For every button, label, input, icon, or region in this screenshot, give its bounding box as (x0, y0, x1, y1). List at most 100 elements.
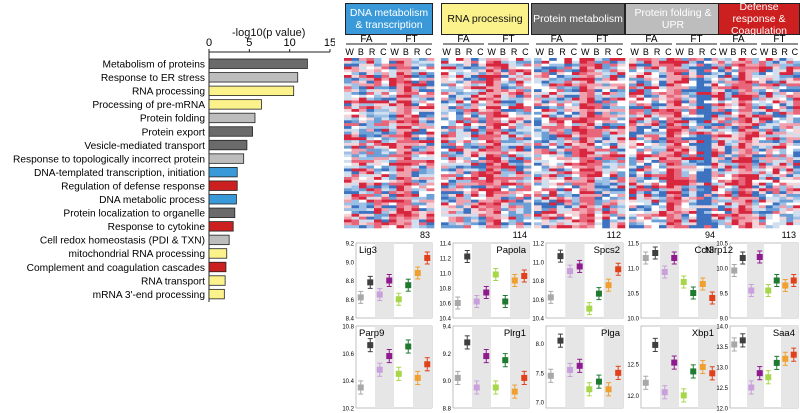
heatmap-cell (594, 106, 603, 110)
heatmap-cell (419, 213, 427, 217)
heatmap-cell (752, 151, 760, 155)
heatmap-cell (617, 137, 626, 141)
heatmap-cell (759, 143, 767, 147)
heatmap-cell (779, 77, 787, 81)
data-point (739, 255, 746, 261)
heatmap-cell (724, 162, 732, 166)
y-tick-label: 14.0 (716, 325, 728, 331)
heatmap-cell (404, 174, 412, 178)
heatmap-cell (501, 199, 509, 203)
heatmap-cell (359, 225, 367, 229)
heatmap-cell (541, 208, 550, 212)
heatmap-cell (419, 216, 427, 220)
heatmap-cell (731, 86, 739, 90)
heatmap-cell (493, 222, 502, 226)
heatmap-cell (644, 145, 652, 149)
tissue-label: B (594, 47, 600, 57)
heatmap-cell (486, 148, 494, 152)
heatmap-cell (411, 174, 420, 178)
heatmap-cell (541, 225, 550, 229)
heatmap-cell (651, 60, 660, 64)
heatmap-cell (704, 58, 712, 62)
heatmap-cell (571, 103, 580, 107)
heatmap-cell (696, 126, 705, 130)
heatmap-cell (617, 75, 626, 79)
heatmap-cell (556, 134, 565, 138)
heatmap-cell (629, 134, 637, 138)
heatmap-cell (523, 86, 532, 90)
heatmap-cell (478, 109, 487, 113)
heatmap-cell (644, 199, 652, 203)
heatmap-cell (556, 58, 565, 62)
y-tick-label: 9.0 (443, 379, 452, 385)
heatmap-cell (659, 72, 667, 76)
heatmap-cell (745, 134, 753, 138)
heatmap-cell (587, 69, 595, 73)
heatmap-cell (579, 120, 588, 124)
heatmap-cell (579, 111, 588, 115)
heatmap-cell (366, 174, 375, 178)
heatmap-cell (501, 213, 509, 217)
heatmap-cell (523, 120, 532, 124)
heatmap-cell (711, 225, 720, 229)
heatmap-cell (463, 120, 472, 124)
heatmap-cell (724, 179, 732, 183)
heatmap-cell (579, 100, 588, 104)
heatmap-cell (651, 92, 660, 96)
heatmap-cell (786, 109, 794, 113)
heatmap-cell (651, 157, 660, 161)
heatmap-cell (765, 222, 773, 226)
heatmap-cell (419, 154, 427, 158)
heatmap-cell (426, 92, 435, 96)
heatmap-cell (471, 111, 479, 115)
heatmap-cell (404, 80, 412, 84)
heatmap-cell (549, 123, 558, 127)
heatmap-cell (644, 66, 652, 70)
heatmap-cell (689, 162, 697, 166)
y-tick-label: 13.0 (716, 366, 728, 372)
heatmap-cell (448, 213, 457, 217)
heatmap-cell (404, 58, 412, 62)
heatmap-cell (718, 213, 726, 217)
heatmap-cell (571, 60, 580, 64)
heatmap-cell (609, 114, 618, 118)
heatmap-cell (738, 83, 746, 87)
heatmap-cell (759, 109, 767, 113)
heatmap-cell (674, 216, 682, 220)
heatmap-cell (571, 58, 580, 62)
heatmap-cell (731, 171, 739, 175)
heatmap-cell (541, 143, 550, 147)
heatmap-cell (463, 191, 472, 195)
heatmap-cell (745, 131, 753, 135)
heatmap-cell (704, 86, 712, 90)
heatmap-cell (724, 196, 732, 200)
heatmap-cell (344, 137, 352, 141)
heatmap-cell (571, 100, 580, 104)
heatmap-cell (344, 89, 352, 93)
heatmap-cell (381, 80, 390, 84)
heatmap-cell (724, 219, 732, 223)
data-point (521, 273, 528, 279)
heatmap-cell (426, 86, 435, 90)
heatmap-cell (644, 154, 652, 158)
heatmap-cell (636, 225, 645, 229)
heatmap-cell (556, 202, 565, 206)
heatmap-cell (404, 143, 412, 147)
data-point (567, 366, 574, 373)
heatmap-cell (366, 157, 375, 161)
heatmap-cell (724, 168, 732, 172)
heatmap-cell (779, 168, 787, 172)
data-point (615, 369, 622, 376)
heatmap-cell (779, 75, 787, 79)
heatmap-cell (463, 58, 472, 62)
heatmap-cell (779, 191, 787, 195)
heatmap-cell (617, 117, 626, 121)
heatmap-cell (463, 151, 472, 155)
heatmap-cell (549, 154, 558, 158)
heatmap-cell (549, 86, 558, 90)
heatmap-cell (579, 69, 588, 73)
heatmap-cell (738, 194, 746, 198)
heatmap-cell (344, 225, 352, 229)
heatmap-cell (478, 60, 487, 64)
heatmap-cell (587, 128, 595, 132)
